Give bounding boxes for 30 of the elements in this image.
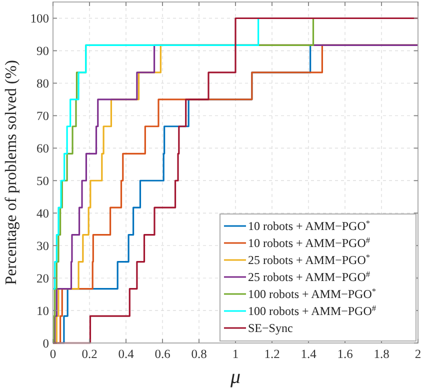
x-tick-label: 0.6 xyxy=(154,347,170,361)
y-tick-label: 70 xyxy=(36,109,49,124)
y-tick-label: 10 xyxy=(36,304,49,318)
y-tick-label: 100 xyxy=(30,12,49,26)
y-tick-label: 20 xyxy=(36,271,49,286)
y-tick-label: 80 xyxy=(36,76,49,91)
legend-label: 25 robots + AMM−PGO$^{#}$ xyxy=(248,270,371,284)
legend-label: 100 robots + AMM−PGO$^{*}$ xyxy=(248,286,376,302)
y-tick-label: 90 xyxy=(36,44,49,58)
legend-label: 10 robots + AMM−PGO$^{*}$ xyxy=(248,218,370,234)
y-tick-label: 40 xyxy=(36,206,49,220)
x-axis-title: μ xyxy=(229,366,241,388)
legend-label: 10 robots + AMM−PGO$^{#}$ xyxy=(248,236,371,250)
x-tick-label: 1.4 xyxy=(300,347,318,361)
x-tick-label: 1.2 xyxy=(264,347,280,361)
x-tick-label: 2 xyxy=(414,347,422,361)
y-tick-label: 50 xyxy=(36,174,49,188)
x-tick-label: 0.4 xyxy=(118,347,135,361)
y-tick-label: 60 xyxy=(36,142,49,156)
legend-label: 100 robots + AMM−PGO$^{#}$ xyxy=(248,304,377,318)
x-tick-label: 0.2 xyxy=(82,347,98,361)
legend-label: SE−Sync xyxy=(248,321,293,336)
y-axis-title: Percentage of problems solved (%) xyxy=(3,60,20,285)
x-tick-label: 1 xyxy=(232,347,239,361)
legend-label: 25 robots + AMM−PGO$^{*}$ xyxy=(248,252,370,268)
x-tick-label: 0.8 xyxy=(191,347,207,361)
x-tick-label: 1.6 xyxy=(337,347,353,361)
x-tick-label: 1.8 xyxy=(374,347,390,361)
y-tick-label: 30 xyxy=(36,238,49,253)
y-tick-label: 0 xyxy=(42,336,49,350)
